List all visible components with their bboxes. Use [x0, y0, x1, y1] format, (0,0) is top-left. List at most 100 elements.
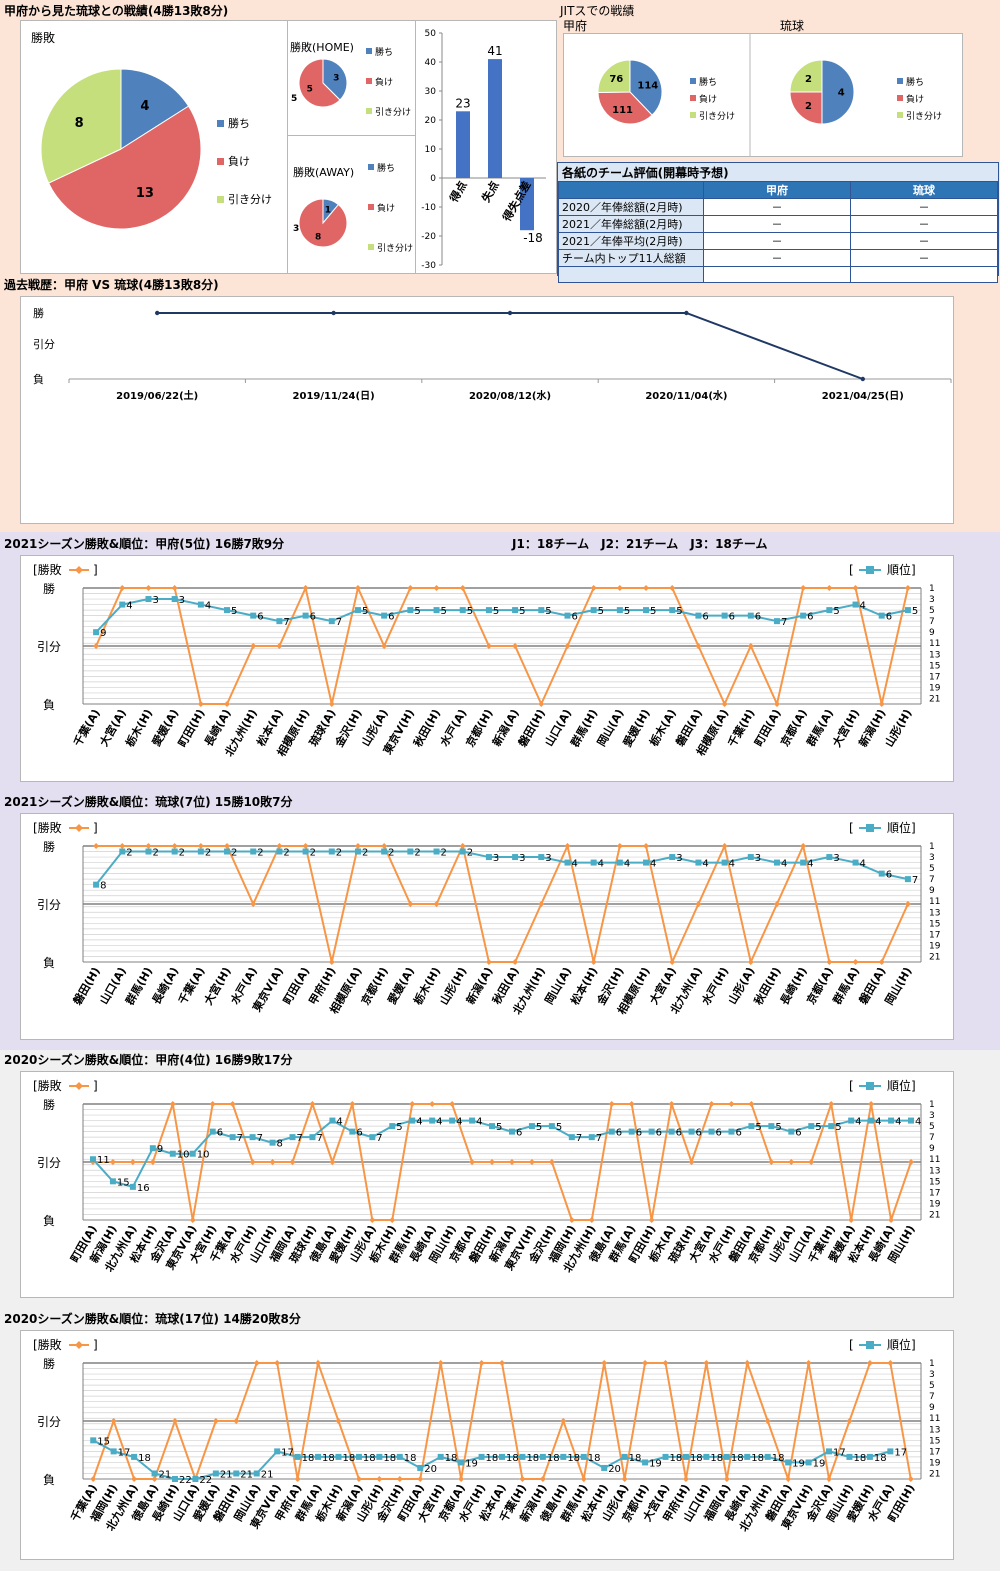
rank-point: [608, 1128, 615, 1135]
rank-tick-label: 7: [929, 875, 935, 885]
legend-rank-open: [: [849, 821, 854, 835]
eval-header-ryukyu: 琉球: [850, 181, 998, 199]
rank-point: [747, 854, 754, 861]
bar-rect: [456, 111, 470, 178]
rank-point: [723, 1453, 730, 1460]
result-point: [808, 1159, 815, 1165]
rank-point: [764, 1453, 771, 1460]
season-2021-kofu-title: 2021シーズン勝敗&順位：甲府(5位) 16勝7敗9分: [4, 537, 285, 551]
rank-point: [773, 618, 780, 625]
rank-point: [129, 1183, 136, 1190]
rank-point: [852, 601, 859, 608]
rank-point: [904, 607, 911, 614]
result-point: [396, 1476, 403, 1482]
rank-point: [328, 848, 335, 855]
rank-point: [800, 859, 807, 866]
result-point: [169, 1101, 176, 1107]
rank-point: [328, 618, 335, 625]
result-point: [868, 1101, 875, 1107]
rank-data-label: 18: [670, 1453, 683, 1464]
rank-data-label: 4: [476, 1117, 482, 1128]
rank-data-label: 18: [772, 1453, 785, 1464]
rank-point: [590, 607, 597, 614]
history-panel: 勝引分負 2019/06/22(土) 2019/11/24(日) 2020/08/12…: [20, 296, 954, 524]
rank-point: [489, 1123, 496, 1130]
history-date-label: 2021/04/25(日): [822, 390, 904, 402]
jit-ryukyu-pie-slice-label: 2: [805, 74, 812, 85]
history-point: [507, 310, 513, 316]
rank-point: [538, 607, 545, 614]
rank-data-label: 4: [624, 859, 630, 870]
rank-point: [145, 596, 152, 603]
rank-point: [616, 607, 623, 614]
result-point: [826, 585, 833, 591]
result-point: [773, 701, 780, 707]
rank-data-label: 19: [649, 1458, 662, 1469]
rank-data-label: 5: [676, 606, 682, 617]
rank-point: [109, 1178, 116, 1185]
rank-data-label: 10: [197, 1150, 210, 1161]
rank-point: [852, 859, 859, 866]
rank-data-label: 5: [912, 606, 918, 617]
rank-point: [682, 1453, 689, 1460]
rank-data-label: 2: [283, 848, 289, 859]
home-pie-legend-label: 負け: [375, 76, 393, 88]
rank-point: [89, 1156, 96, 1163]
rank-point: [499, 1453, 505, 1460]
bar-tick-label: 0: [430, 174, 436, 184]
result-point: [276, 643, 283, 649]
away-pie-legend-swatch: [368, 244, 374, 250]
result-point: [274, 1360, 281, 1366]
rank-tick-label: 21: [929, 1210, 940, 1220]
rank-point: [868, 1117, 875, 1124]
legend-rank-open: [: [849, 563, 854, 577]
rank-point: [721, 859, 728, 866]
home-pie-slice: [298, 58, 341, 108]
legend-result-marker: [75, 566, 83, 574]
rank-point: [274, 1448, 281, 1455]
rank-data-label: 18: [383, 1453, 396, 1464]
rank-point: [669, 607, 676, 614]
result-point: [785, 1476, 792, 1482]
top-title: 甲府から見た琉球との戦績(4勝13敗8分): [4, 4, 229, 18]
result-point: [643, 585, 650, 591]
rank-data-label: 18: [302, 1453, 315, 1464]
eval-row-label: 2021／年俸平均(2月時): [558, 232, 704, 250]
rank-point: [695, 859, 702, 866]
rank-data-label: 5: [441, 606, 447, 617]
result-point: [149, 1159, 156, 1165]
jit-ryukyu-legend-label: 負け: [906, 93, 924, 105]
rank-point: [458, 1459, 465, 1466]
rank-point: [485, 854, 492, 861]
rank-data-label: 18: [322, 1453, 335, 1464]
rank-data-label: 4: [336, 1117, 342, 1128]
result-point: [289, 1159, 296, 1165]
eval-kofu-value: －: [703, 232, 851, 250]
jit-ryukyu-pie-slice: [821, 59, 855, 125]
rank-data-label: 4: [875, 1117, 881, 1128]
rank-data-label: 18: [690, 1453, 703, 1464]
result-point: [129, 1159, 136, 1165]
rank-data-label: 20: [424, 1464, 437, 1475]
rank-point: [568, 1134, 575, 1141]
result-point: [109, 1159, 116, 1165]
rank-data-label: 2: [310, 848, 316, 859]
result-point: [93, 843, 100, 849]
rank-line: [95, 598, 909, 633]
rank-data-label: 6: [388, 612, 394, 623]
rank-point: [668, 1128, 675, 1135]
result-point: [250, 901, 257, 907]
rank-tick-label: 3: [929, 853, 935, 863]
bar-rect: [520, 178, 534, 231]
rank-point: [269, 1139, 276, 1146]
bar-tick-label: 20: [425, 116, 437, 126]
rank-point: [276, 848, 283, 855]
rank-tick-label: 13: [929, 650, 940, 660]
home-pie-legend-swatch: [366, 48, 372, 54]
result-point: [253, 1360, 260, 1366]
rank-point: [888, 1117, 895, 1124]
rank-data-label: 7: [297, 1133, 303, 1144]
legend-rank-marker: [866, 566, 874, 574]
